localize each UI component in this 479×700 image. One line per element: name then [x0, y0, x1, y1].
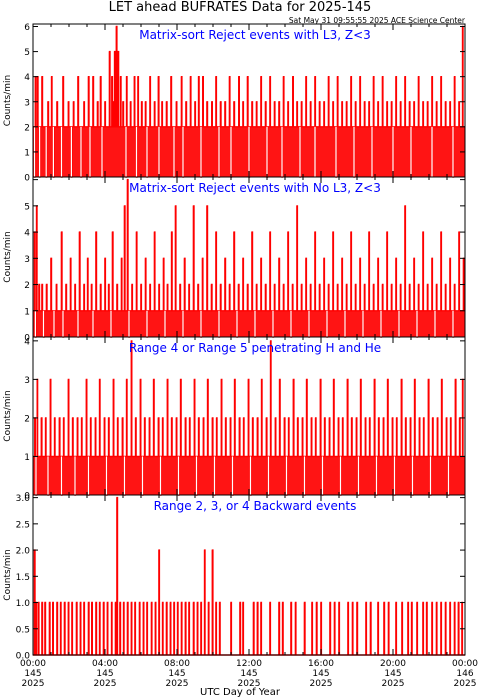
panels: 0 1 2 3 4 5 6 Matrix-sort Reject events with L3… — [3, 23, 466, 662]
x-tick-doy: 146 — [456, 669, 473, 679]
y-tick-label: 2.5 — [16, 520, 30, 530]
y-tick-label: 2 — [24, 123, 30, 133]
x-axis: 00:00145202504:00145202508:00145202512:0… — [20, 659, 478, 689]
y-tick-label: 2 — [24, 414, 30, 424]
x-tick-time: 00:00 — [20, 659, 46, 669]
y-tick-label: 1 — [24, 307, 30, 317]
y-axis-label: Counts/min — [3, 549, 13, 600]
panel-2: 0 1 2 3 4 5 Matrix-sort Reject events with No … — [3, 176, 466, 344]
y-tick-label: 3 — [24, 255, 30, 265]
y-tick-label: 2 — [24, 281, 30, 291]
panel-3: 0 1 2 3 4 Range 4 or Range 5 penetrating H an… — [3, 336, 466, 502]
y-tick-label: 1.0 — [16, 599, 31, 609]
y-tick-label: 4 — [24, 73, 30, 83]
y-axis-label: Counts/min — [3, 231, 13, 282]
y-tick-label: 3 — [24, 376, 30, 386]
x-tick-time: 08:00 — [164, 659, 190, 669]
y-tick-label: 2.0 — [16, 547, 31, 557]
x-tick-year: 2025 — [22, 679, 45, 689]
generated-timestamp: Sat May 31 09:55:55 2025 ACE Science Cen… — [289, 16, 466, 25]
x-tick-time: 00:00 — [452, 659, 478, 669]
x-tick-year: 2025 — [238, 679, 261, 689]
panel-title: Range 2, 3, or 4 Backward events — [154, 499, 357, 513]
x-tick-time: 12:00 — [236, 659, 262, 669]
y-tick-label: 1 — [24, 148, 30, 158]
y-tick-label: 5 — [24, 48, 30, 58]
y-tick-label: 1 — [24, 453, 30, 463]
x-axis-label: UTC Day of Year — [200, 687, 281, 698]
y-tick-label: 0 — [24, 492, 30, 502]
y-tick-label: 4 — [24, 337, 30, 347]
panel-title: Range 4 or Range 5 penetrating H and He — [129, 341, 381, 355]
y-tick-label: 3.0 — [16, 494, 31, 504]
chart-title: LET ahead BUFRATES Data for 2025-145 — [109, 0, 372, 15]
x-tick-doy: 145 — [96, 669, 113, 679]
y-axis-label: Counts/min — [3, 390, 13, 441]
x-tick-doy: 145 — [312, 669, 329, 679]
x-tick-doy: 145 — [384, 669, 401, 679]
y-tick-label: 0.0 — [16, 652, 31, 662]
y-tick-label: 4 — [24, 229, 30, 239]
y-tick-label: 0 — [24, 174, 30, 184]
x-tick-time: 04:00 — [92, 659, 118, 669]
panel-frame — [32, 494, 466, 656]
y-tick-label: 0.5 — [16, 625, 30, 635]
y-tick-label: 1.5 — [16, 573, 30, 583]
y-tick-label: 6 — [24, 23, 30, 33]
y-tick-label: 5 — [24, 202, 30, 212]
x-tick-time: 16:00 — [308, 659, 334, 669]
x-tick-year: 2025 — [310, 679, 333, 689]
x-tick-year: 2025 — [94, 679, 117, 689]
series-line — [33, 496, 465, 656]
x-tick-year: 2025 — [166, 679, 189, 689]
series-baseline-fill — [33, 456, 465, 495]
x-tick-time: 20:00 — [380, 659, 406, 669]
x-tick-doy: 145 — [24, 669, 41, 679]
panel-title: Matrix-sort Reject events with No L3, Z<… — [129, 181, 381, 195]
y-tick-label: 3 — [24, 98, 30, 108]
panel-4: 0.0 0.5 1.0 1.5 2.0 2.5 3.0 Range 2, 3, or 4 Ba… — [3, 494, 466, 662]
x-tick-year: 2025 — [382, 679, 405, 689]
x-tick-doy: 145 — [240, 669, 257, 679]
y-tick-label: 0 — [24, 334, 30, 344]
panel-title: Matrix-sort Reject events with L3, Z<3 — [139, 28, 371, 42]
panel-1: 0 1 2 3 4 5 6 Matrix-sort Reject events with L3… — [3, 23, 466, 184]
y-axis-label: Counts/min — [3, 75, 13, 126]
x-tick-doy: 145 — [168, 669, 185, 679]
x-tick-year: 2025 — [454, 679, 477, 689]
